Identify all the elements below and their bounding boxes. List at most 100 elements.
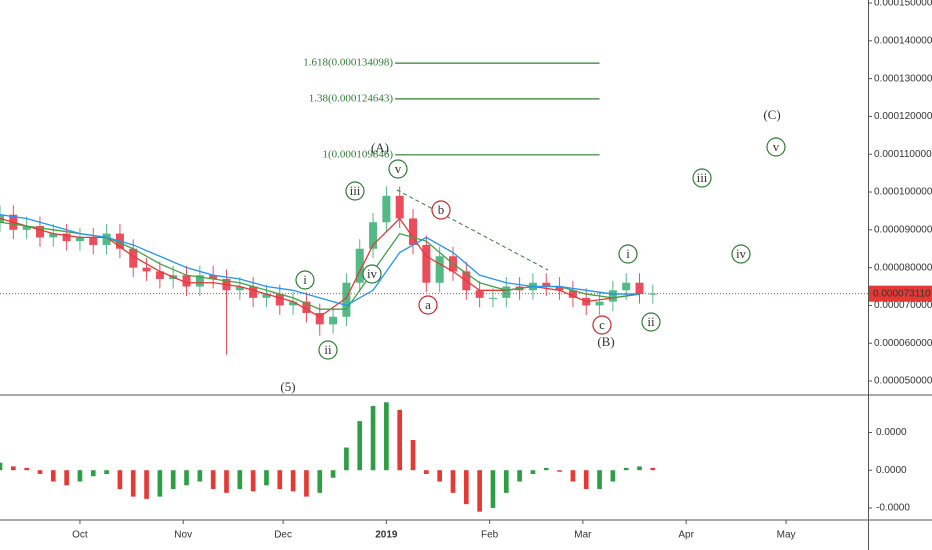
x-tick-label: 2019 <box>375 530 398 541</box>
oscillator-bar <box>397 409 403 471</box>
oscillator-bar <box>450 470 456 493</box>
candle-body <box>355 248 364 283</box>
oscillator-bar <box>210 470 216 490</box>
oscillator-bar <box>490 470 496 508</box>
wave-circle <box>295 270 315 290</box>
x-tick-label: Feb <box>481 530 499 541</box>
candle-body <box>235 286 244 291</box>
candle-body <box>635 282 644 295</box>
y-tick-label: 0.0001400000 <box>874 35 932 46</box>
candle-body <box>35 226 44 238</box>
wave-circle <box>362 264 382 284</box>
candle-body <box>302 301 311 313</box>
oscillator-bar <box>10 466 16 471</box>
fib-label: 1.618(0.000134098) <box>303 57 393 69</box>
last-price-label: 0.000073110 <box>873 288 931 299</box>
oscillator-bar <box>290 470 296 492</box>
candle-body <box>622 282 631 291</box>
y-tick-label: 0.0000800000 <box>874 262 932 273</box>
candle-body <box>89 237 98 245</box>
oscillator-bar <box>24 467 29 471</box>
oscillator-bar <box>184 470 189 486</box>
candle-body <box>315 312 324 325</box>
candle-body <box>289 301 298 306</box>
osc-y-tick-label: 0.0000 <box>876 427 907 438</box>
candle-body <box>435 256 444 283</box>
wave-label: ii <box>324 342 332 357</box>
wave-label: iv <box>367 266 378 281</box>
candle-body <box>195 275 204 287</box>
osc-y-tick-label: -0.0000 <box>876 503 910 514</box>
candle-body <box>608 290 617 302</box>
y-tick-label: 0.0001200000 <box>874 111 932 122</box>
oscillator-bar <box>583 470 589 490</box>
candle-body <box>249 286 258 298</box>
candle-body <box>475 290 484 298</box>
oscillator-bar <box>90 470 96 477</box>
wave-circle <box>641 312 661 332</box>
wave-circle <box>318 340 338 360</box>
candle-body <box>22 226 31 230</box>
wave-circle <box>618 244 638 264</box>
candle-body <box>395 195 404 219</box>
x-tick-label: May <box>777 530 796 541</box>
oscillator-bar <box>503 470 509 493</box>
oscillator-bar <box>610 470 616 482</box>
oscillator-bar <box>37 470 43 474</box>
oscillator-bar <box>250 470 256 492</box>
y-tick-label: 0.0000600000 <box>874 338 932 349</box>
fib-label: 1(0.000109846) <box>322 148 393 160</box>
candle-body <box>382 195 391 223</box>
candle-body <box>182 275 191 287</box>
candle-body <box>422 244 431 283</box>
oscillator-bar <box>144 470 149 499</box>
osc-y-tick-label: 0.0000 <box>876 465 907 476</box>
oscillator-bar <box>317 470 323 493</box>
wave-label: c <box>599 317 605 332</box>
candle-body <box>62 233 71 242</box>
wave-label: ii <box>647 314 655 329</box>
oscillator-bar <box>597 470 602 490</box>
oscillator-bar <box>50 470 56 482</box>
wave-circle <box>388 159 408 179</box>
x-tick-label: Mar <box>574 530 592 541</box>
wave-label: v <box>773 139 780 154</box>
candle-body <box>555 286 564 291</box>
candle-body <box>142 267 151 272</box>
y-tick-label: 0.0000700000 <box>874 300 932 311</box>
oscillator-bar <box>197 470 203 482</box>
oscillator-bar <box>344 447 349 471</box>
candle-body <box>102 233 111 245</box>
oscillator-bar <box>557 470 562 472</box>
y-tick-label: 0.0000500000 <box>874 376 932 387</box>
candle-body <box>595 301 604 306</box>
wave-label: (5) <box>280 379 295 394</box>
wave-circle <box>418 295 438 315</box>
wave-circle <box>431 200 451 220</box>
candle-body <box>329 316 338 325</box>
oscillator-bar <box>157 470 163 497</box>
moving-average <box>0 214 640 307</box>
candle-body <box>49 233 58 238</box>
wave-circle <box>731 244 751 264</box>
oscillator-bar <box>224 470 229 493</box>
fib-label: 1.38(0.000124643) <box>309 92 394 104</box>
wave-circle <box>766 137 786 157</box>
wave-circle <box>592 315 612 335</box>
candle-body <box>488 297 497 299</box>
oscillator-bar <box>543 467 549 471</box>
x-tick-label: Dec <box>274 530 292 541</box>
oscillator-bar <box>424 470 429 474</box>
oscillator-bar <box>264 470 269 486</box>
oscillator-bar <box>237 470 243 490</box>
candle-body <box>568 290 577 298</box>
wave-label: i <box>303 272 307 287</box>
oscillator-bar <box>384 402 389 471</box>
wave-label: iv <box>736 246 747 261</box>
candle-body <box>275 294 284 306</box>
y-tick-label: 0.0001500000 <box>874 0 932 9</box>
candle-body <box>502 286 511 298</box>
x-tick-label: Nov <box>174 530 192 541</box>
wave-circle <box>692 168 712 188</box>
